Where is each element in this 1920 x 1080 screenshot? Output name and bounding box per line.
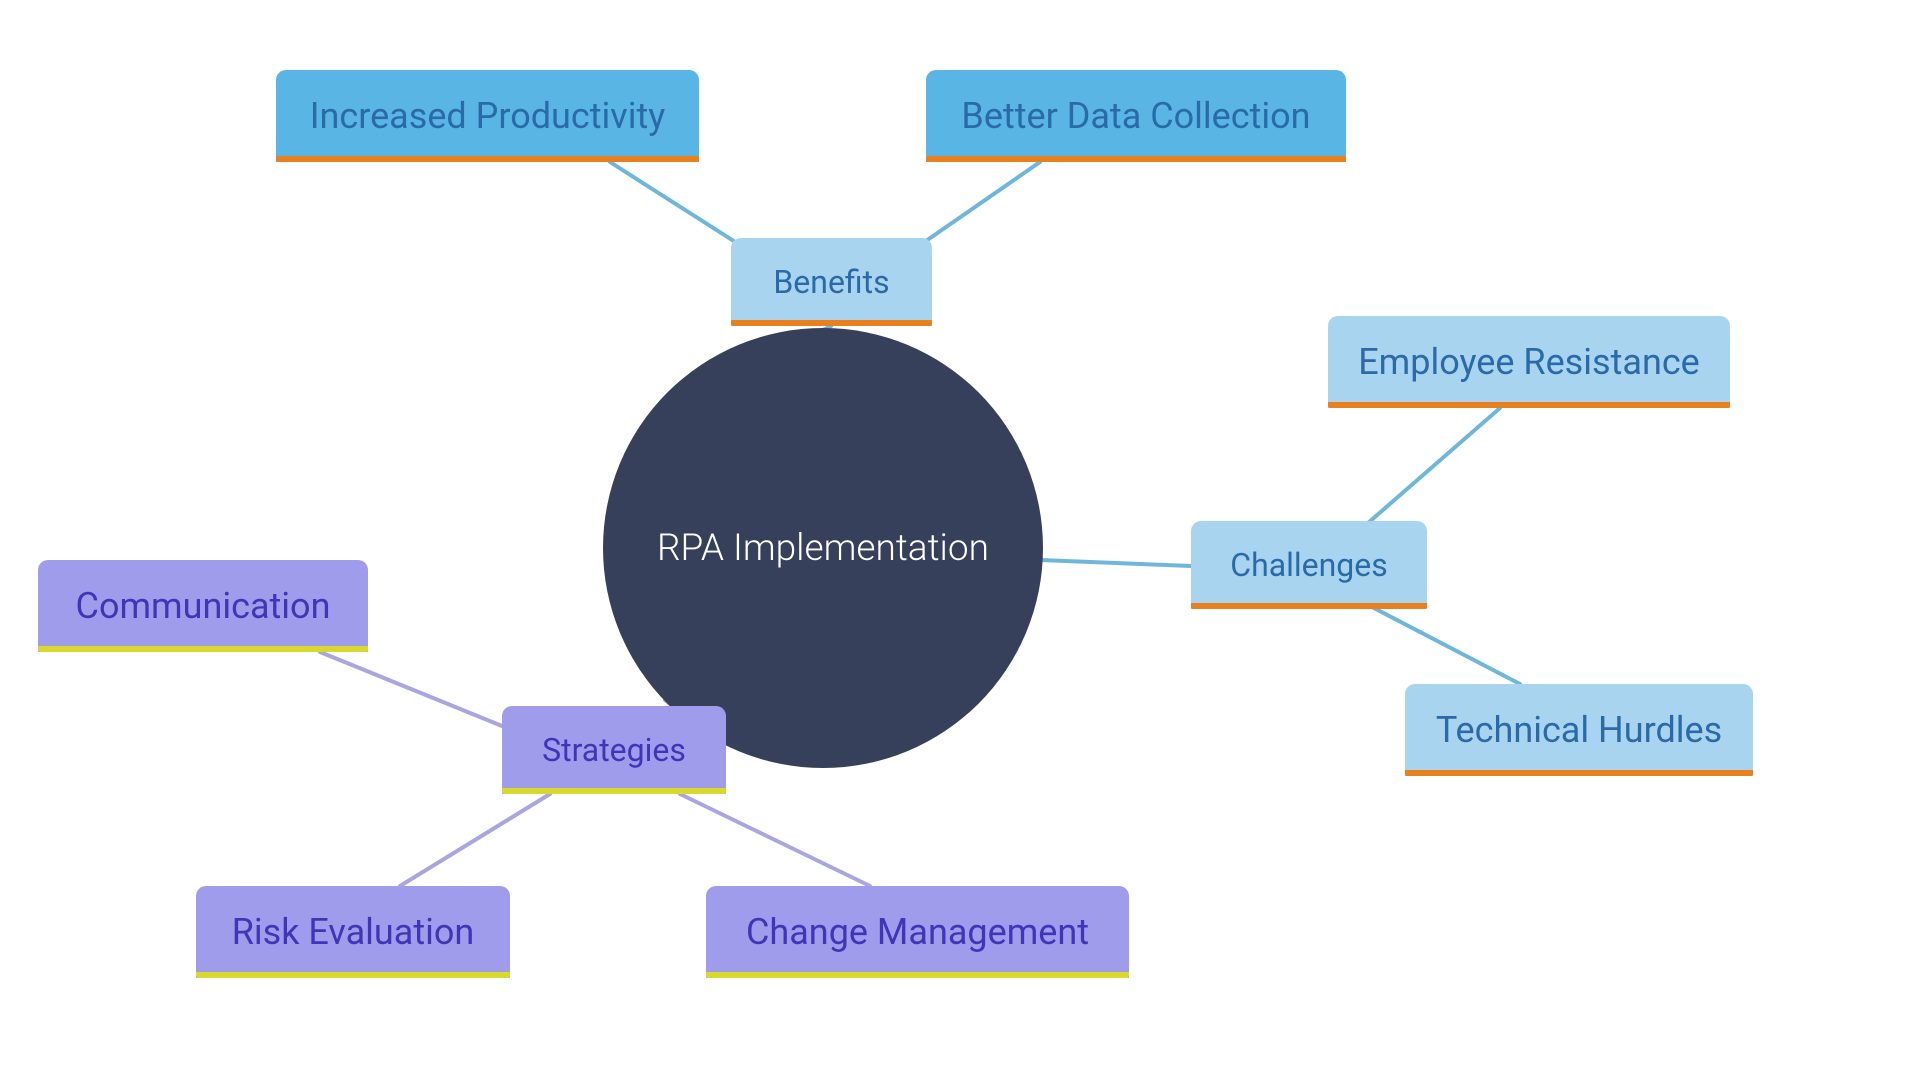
leaf-label: Change Management xyxy=(746,911,1089,953)
leaf-change-management: Change Management xyxy=(706,886,1129,978)
underline xyxy=(1191,603,1427,609)
leaf-increased-productivity: Increased Productivity xyxy=(276,70,699,162)
underline xyxy=(276,156,699,162)
leaf-label: Better Data Collection xyxy=(961,95,1310,137)
branch-challenges-label: Challenges xyxy=(1230,546,1388,584)
leaf-label: Increased Productivity xyxy=(310,95,666,137)
leaf-technical-hurdles: Technical Hurdles xyxy=(1405,684,1753,776)
leaf-better-data-collection: Better Data Collection xyxy=(926,70,1346,162)
underline xyxy=(1328,402,1730,408)
underline xyxy=(731,320,932,326)
branch-benefits: Benefits xyxy=(731,238,932,326)
branch-strategies-label: Strategies xyxy=(542,731,686,769)
leaf-label: Employee Resistance xyxy=(1358,341,1700,383)
underline xyxy=(502,788,726,794)
underline xyxy=(38,646,368,652)
branch-benefits-label: Benefits xyxy=(773,263,889,301)
underline xyxy=(706,972,1129,978)
underline xyxy=(196,972,510,978)
leaf-risk-evaluation: Risk Evaluation xyxy=(196,886,510,978)
leaf-employee-resistance: Employee Resistance xyxy=(1328,316,1730,408)
leaf-communication: Communication xyxy=(38,560,368,652)
underline xyxy=(926,156,1346,162)
leaf-label: Technical Hurdles xyxy=(1436,709,1722,751)
mindmap-canvas: RPA Implementation Benefits Increased Pr… xyxy=(0,0,1920,1080)
leaf-label: Risk Evaluation xyxy=(232,911,475,953)
branch-challenges: Challenges xyxy=(1191,521,1427,609)
center-node-rpa-implementation: RPA Implementation xyxy=(603,328,1043,768)
center-node-label: RPA Implementation xyxy=(657,527,989,570)
branch-strategies: Strategies xyxy=(502,706,726,794)
underline xyxy=(1405,770,1753,776)
leaf-label: Communication xyxy=(76,585,331,627)
